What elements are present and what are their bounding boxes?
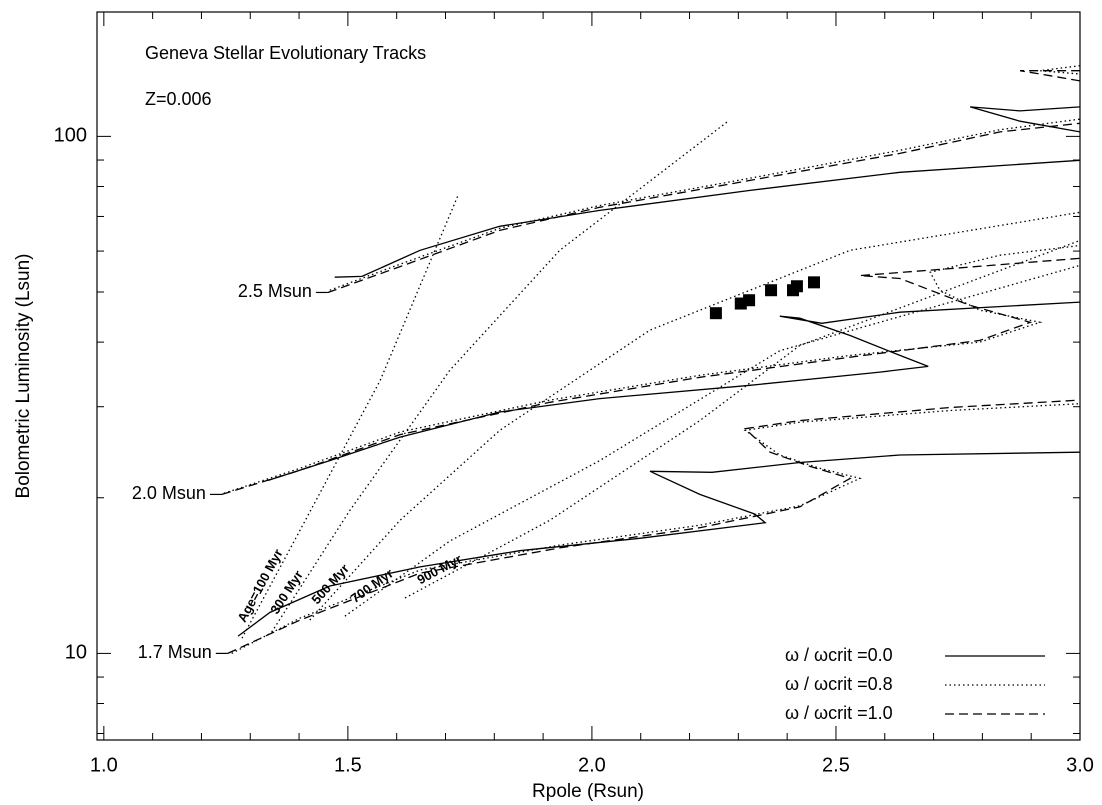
isochrone-label: 500 Myr bbox=[308, 561, 352, 607]
x-axis-label: Rpole (Rsun) bbox=[532, 781, 644, 802]
track-line bbox=[227, 399, 1080, 654]
track-line bbox=[327, 70, 1080, 294]
x-tick-label: 1.5 bbox=[334, 754, 362, 776]
data-point bbox=[807, 276, 820, 289]
plot-area bbox=[221, 65, 1080, 654]
isochrone-line bbox=[309, 211, 1080, 621]
data-point bbox=[765, 284, 778, 297]
isochrone-line bbox=[241, 195, 459, 639]
x-tick-label: 2.0 bbox=[578, 754, 606, 776]
legend-label: ω / ωcrit =0.8 bbox=[785, 674, 893, 694]
x-tick-label: 3.0 bbox=[1066, 754, 1094, 776]
mass-label: 2.5 Msun bbox=[238, 281, 312, 301]
annotation: Z=0.006 bbox=[145, 89, 212, 109]
y-axis-label: Bolometric Luminosity (Lsun) bbox=[13, 254, 34, 499]
data-point bbox=[790, 280, 803, 293]
legend-label: ω / ωcrit =0.0 bbox=[785, 645, 893, 665]
mass-label: 2.0 Msun bbox=[132, 483, 206, 503]
track-line bbox=[334, 106, 1080, 278]
track-line bbox=[231, 403, 1080, 654]
track-line bbox=[267, 301, 1080, 482]
plot-frame bbox=[96, 11, 1081, 741]
track-line bbox=[221, 257, 1080, 496]
isochrone-line bbox=[271, 120, 729, 633]
x-tick-label: 1.0 bbox=[90, 754, 118, 776]
x-tick-label: 2.5 bbox=[822, 754, 850, 776]
isochrone-line bbox=[344, 264, 1080, 617]
data-point bbox=[709, 307, 722, 320]
track-line bbox=[223, 244, 1080, 494]
data-point bbox=[743, 294, 756, 307]
y-tick-label: 100 bbox=[54, 125, 87, 147]
isochrone-label: 900 Myr bbox=[415, 551, 465, 587]
mass-label: 1.7 Msun bbox=[138, 642, 212, 662]
track-line bbox=[329, 65, 1080, 291]
track-line bbox=[237, 451, 1080, 637]
legend-label: ω / ωcrit =1.0 bbox=[785, 703, 893, 723]
y-tick-label: 10 bbox=[65, 642, 87, 664]
annotation: Geneva Stellar Evolutionary Tracks bbox=[145, 43, 426, 63]
